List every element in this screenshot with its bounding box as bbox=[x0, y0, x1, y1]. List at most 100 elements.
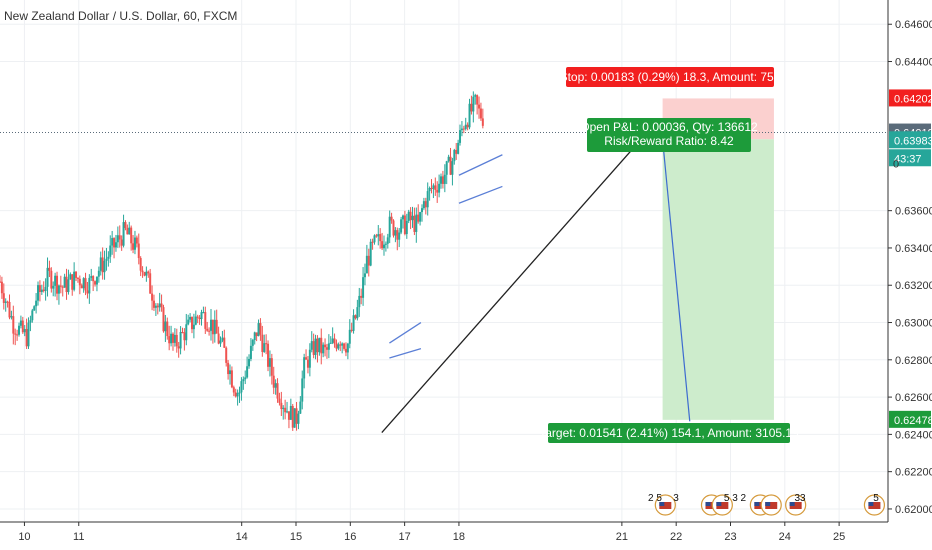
candle-body bbox=[253, 332, 256, 341]
candle-body bbox=[225, 347, 228, 363]
candle-body bbox=[409, 211, 412, 221]
price-tick-label: 0.63600 bbox=[895, 206, 932, 218]
candle-body bbox=[396, 230, 399, 240]
price-tick-label: 0.62800 bbox=[895, 355, 932, 367]
time-tick-label: 24 bbox=[779, 531, 791, 543]
candle-body bbox=[303, 357, 306, 379]
candle-body bbox=[479, 108, 482, 119]
candle-body bbox=[211, 319, 214, 335]
candle-body bbox=[113, 238, 116, 248]
entry-price-tag-bg bbox=[889, 131, 931, 149]
candle-body bbox=[177, 346, 180, 349]
candle-body bbox=[132, 243, 135, 250]
target-zone bbox=[662, 139, 774, 420]
event-icon-canton bbox=[754, 502, 760, 506]
stop-price-tag: 0.64202 bbox=[894, 93, 932, 105]
candle-body bbox=[312, 341, 315, 355]
candle-body bbox=[268, 358, 271, 367]
candle-body bbox=[82, 278, 85, 289]
channel-upper-line bbox=[389, 321, 422, 344]
candle-body bbox=[398, 232, 401, 240]
candle-body bbox=[324, 344, 327, 348]
candle-body bbox=[267, 343, 270, 367]
candle-body bbox=[401, 215, 404, 220]
candle-body bbox=[257, 323, 260, 337]
stop-price-tag-bg bbox=[889, 89, 931, 107]
event-icon-flag bbox=[716, 502, 729, 509]
time-tick-label: 16 bbox=[344, 531, 356, 543]
stop-label-text: Stop: 0.00183 (0.29%) 18.3, Amount: 750 bbox=[560, 70, 781, 84]
candle-body bbox=[219, 340, 222, 344]
candle-body bbox=[88, 277, 91, 294]
candle-body bbox=[229, 370, 232, 375]
candle-body bbox=[337, 344, 340, 349]
candle-body bbox=[392, 220, 395, 236]
candle-body bbox=[270, 358, 273, 376]
candle-body bbox=[59, 285, 62, 287]
candle-body bbox=[276, 383, 279, 399]
candle-body bbox=[240, 381, 243, 393]
candle-body bbox=[476, 95, 479, 105]
candle-body bbox=[141, 270, 144, 273]
candle-body bbox=[339, 344, 342, 346]
candle-body bbox=[25, 328, 28, 347]
candle-body bbox=[99, 257, 102, 271]
candle-body bbox=[192, 324, 195, 330]
candle-body bbox=[236, 392, 239, 397]
candle-body bbox=[289, 405, 292, 420]
candle-body bbox=[181, 331, 184, 333]
candle-body bbox=[156, 305, 159, 308]
candle-body bbox=[440, 176, 443, 184]
candle-body bbox=[16, 334, 19, 336]
candle-body bbox=[189, 316, 192, 320]
candle-body bbox=[314, 338, 317, 355]
candle-body bbox=[111, 238, 114, 246]
event-icon-flag bbox=[754, 502, 767, 509]
candle-body bbox=[422, 201, 425, 209]
candle-body bbox=[206, 328, 209, 331]
economic-event-icon bbox=[654, 494, 676, 516]
projection-line bbox=[662, 139, 691, 422]
candle-body bbox=[248, 358, 251, 367]
candle-body bbox=[29, 320, 32, 323]
candle-body bbox=[151, 293, 154, 301]
trend-line bbox=[381, 120, 658, 433]
candle-body bbox=[164, 321, 167, 332]
candle-body bbox=[54, 275, 57, 286]
candle-body bbox=[217, 333, 220, 344]
candle-body bbox=[295, 408, 298, 424]
candle-body bbox=[356, 307, 359, 319]
candle-body bbox=[168, 336, 171, 344]
countdown-tag-bg bbox=[889, 149, 931, 167]
candle-body bbox=[265, 343, 268, 345]
candle-body bbox=[6, 301, 9, 303]
candle-body bbox=[198, 317, 201, 320]
candle-body bbox=[255, 332, 258, 337]
candle-body bbox=[470, 103, 473, 112]
candle-body bbox=[135, 237, 138, 244]
candle-body bbox=[215, 319, 218, 334]
candle-body bbox=[185, 324, 188, 341]
candle-body bbox=[124, 222, 127, 229]
event-icon-canton bbox=[659, 502, 665, 506]
entry-price-tag: 0.63983 bbox=[894, 135, 932, 147]
candle-body bbox=[116, 235, 119, 243]
candle-body bbox=[310, 341, 313, 350]
candle-body bbox=[210, 319, 213, 331]
candle-body bbox=[388, 216, 391, 238]
candle-body bbox=[137, 243, 140, 259]
candle-body bbox=[173, 334, 176, 343]
candle-body bbox=[242, 379, 245, 382]
economic-event-icon bbox=[785, 494, 807, 516]
candle-body bbox=[251, 340, 254, 346]
candle-body bbox=[23, 328, 26, 333]
candle-body bbox=[407, 211, 410, 222]
candle-body bbox=[335, 343, 338, 349]
candle-body bbox=[466, 124, 469, 128]
price-tick-label: 0.62400 bbox=[895, 429, 932, 441]
candle-body bbox=[122, 222, 125, 246]
candle-body bbox=[95, 276, 98, 285]
candle-body bbox=[415, 214, 418, 232]
candle-body bbox=[460, 128, 463, 131]
